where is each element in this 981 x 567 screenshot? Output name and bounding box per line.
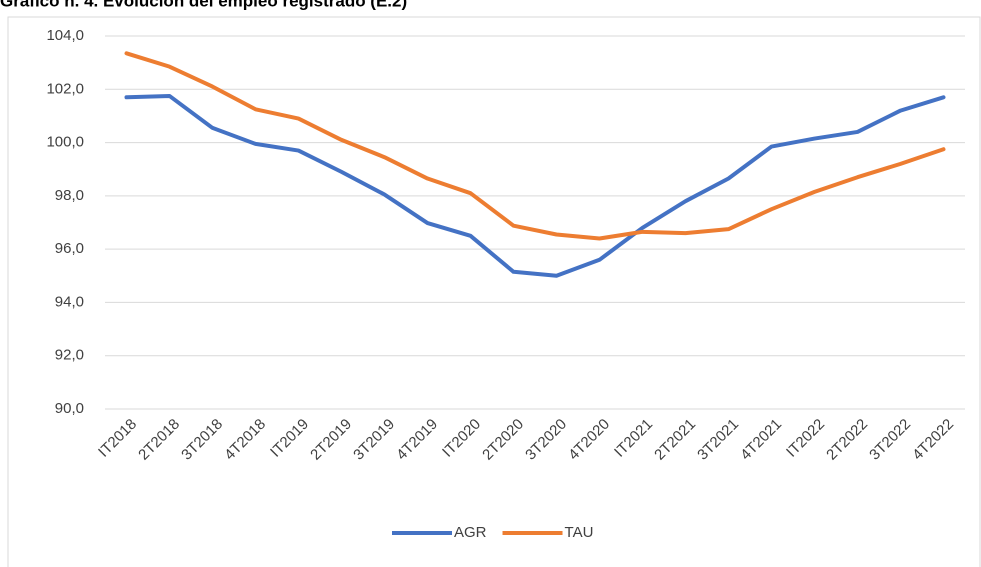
y-tick-label: 104,0 (46, 27, 84, 44)
y-tick-label: 94,0 (55, 293, 84, 310)
data-line (124, 93, 946, 278)
x-tick-label: 3T2021 (694, 416, 742, 464)
data-line (124, 51, 946, 241)
y-tick-label: 102,0 (46, 80, 84, 97)
x-tick-label: IT2022 (783, 416, 828, 461)
x-tick-label: 4T2021 (737, 416, 785, 464)
x-tick-label: 2T2022 (823, 416, 871, 464)
y-tick-label: 98,0 (55, 187, 84, 204)
x-tick-label: 2T2019 (307, 416, 355, 464)
x-tick-label: 4T2020 (565, 416, 613, 464)
x-tick-label: IT2019 (267, 416, 312, 461)
y-tick-label: 100,0 (46, 134, 84, 151)
y-tick-label: 96,0 (55, 240, 84, 257)
x-tick-label: 2T2020 (479, 416, 527, 464)
x-tick-label: 3T2020 (522, 416, 570, 464)
legend-label: AGR (454, 524, 487, 541)
x-tick-label: 3T2019 (350, 416, 398, 464)
chart-frame (7, 16, 981, 567)
x-tick-label: 4T2022 (909, 416, 957, 464)
chart-title: Gráfico n. 4. Evolución del empleo regis… (0, 0, 407, 10)
x-tick-label: 2T2018 (135, 416, 183, 464)
x-tick-label: IT2021 (611, 416, 656, 461)
y-tick-label: 90,0 (55, 400, 84, 417)
x-tick-label: IT2020 (439, 416, 484, 461)
x-tick-label: 4T2019 (393, 416, 441, 464)
legend-label: TAU (565, 524, 594, 541)
x-tick-label: IT2018 (95, 416, 140, 461)
x-tick-label: 4T2018 (221, 416, 269, 464)
y-tick-label: 92,0 (55, 347, 84, 364)
x-tick-label: 3T2018 (178, 416, 226, 464)
x-tick-label: 3T2022 (866, 416, 914, 464)
x-tick-label: 2T2021 (651, 416, 699, 464)
